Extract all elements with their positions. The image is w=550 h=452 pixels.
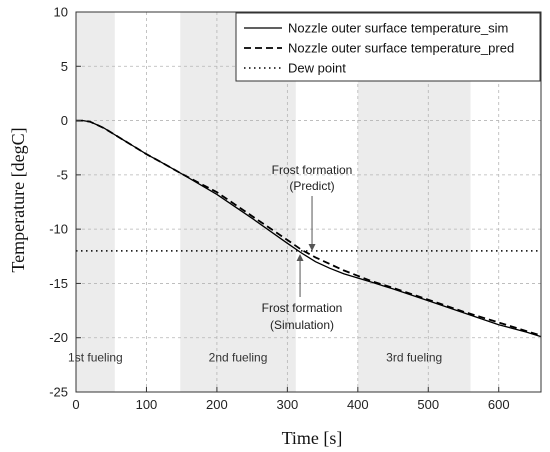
frost-annotations: Frost formation (Predict) Frost formation (…: [262, 163, 353, 332]
y-tick-label: -5: [56, 167, 68, 182]
tick-labels: 0 100 200 300 400 500 600 10 5 0 -5 -10 -15 -20 -25: [49, 5, 509, 413]
fueling-region-labels: 1st fueling 2nd fueling 3rd fueling: [68, 351, 442, 365]
legend-box: [235, 12, 541, 82]
x-tick-label: 600: [488, 397, 510, 412]
legend-label: Nozzle outer surface temperature_pred: [288, 41, 514, 56]
y-tick-label: -20: [49, 330, 68, 345]
x-axis-title: Time [s]: [282, 428, 343, 448]
legend-label: Dew point: [288, 61, 346, 76]
fueling-region-label: 3rd fueling: [386, 351, 442, 365]
y-tick-label: 5: [61, 59, 68, 74]
y-tick-label: 0: [61, 113, 68, 128]
annotation-sim-line1: Frost formation: [262, 301, 343, 315]
x-tick-label: 0: [72, 397, 79, 412]
x-tick-label: 200: [206, 397, 228, 412]
fueling-region-1: [76, 12, 115, 392]
series-lines: [76, 119, 542, 338]
x-tick-label: 500: [417, 397, 439, 412]
annotation-predict-line2: (Predict): [289, 179, 334, 193]
x-tick-label: 400: [347, 397, 369, 412]
series-line-solid: [76, 119, 542, 338]
annotation-predict-line1: Frost formation: [272, 163, 353, 177]
x-tick-label: 100: [136, 397, 158, 412]
annotation-sim-line2: (Simulation): [270, 318, 334, 332]
series-line-dashed: [76, 119, 542, 337]
fueling-region-label: 1st fueling: [68, 351, 123, 365]
y-axis-title: Temperature [degC]: [8, 127, 28, 272]
fueling-region-label: 2nd fueling: [209, 351, 268, 365]
y-tick-label: 10: [54, 5, 68, 20]
legend-label: Nozzle outer surface temperature_sim: [288, 21, 508, 36]
annotation-sim-arrowhead: [296, 254, 304, 262]
y-tick-label: -10: [49, 222, 68, 237]
y-tick-label: -15: [49, 276, 68, 291]
annotation-predict-arrowhead: [308, 243, 316, 251]
legend: Nozzle outer surface temperature_sim Nozz…: [235, 12, 541, 82]
x-tick-label: 300: [277, 397, 299, 412]
y-tick-label: -25: [49, 385, 68, 400]
axes: [75, 11, 542, 393]
plot-frame: [75, 11, 542, 393]
